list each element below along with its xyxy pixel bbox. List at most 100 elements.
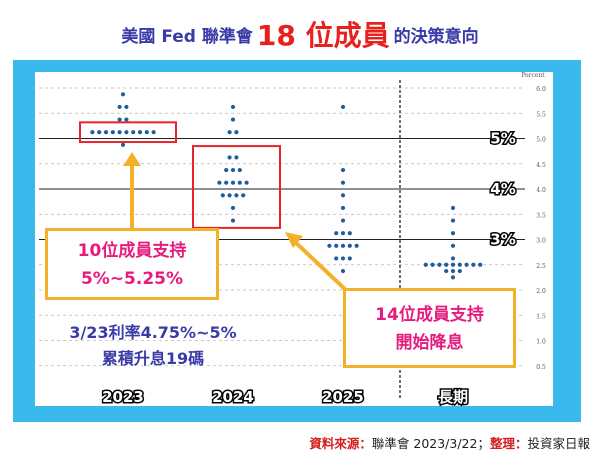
callout-2023-line1: 10位成員支持: [77, 241, 187, 261]
dot: [340, 231, 346, 236]
callout-2023: 10位成員支持 5%~5.25%: [45, 228, 219, 300]
dot: [457, 268, 462, 274]
arrow-head-2024: [285, 232, 303, 248]
compiler-label: 整理：: [489, 436, 528, 451]
arrow-shaft-2024: [291, 238, 350, 294]
dot: [450, 243, 456, 248]
dot: [227, 155, 232, 160]
y-tick-label: 0.5: [536, 364, 546, 371]
dot: [230, 205, 236, 211]
highlight-box-2023: [79, 121, 177, 144]
dot: [340, 205, 346, 211]
y-tick-label: 5.0: [536, 137, 546, 144]
dot: [234, 130, 239, 135]
rate-note-line1: 3/23利率4.75%~5%: [69, 323, 237, 342]
y-tick-label: 1.0: [536, 339, 546, 346]
dot: [464, 262, 469, 267]
callout-2024: 14位成員支持 開始降息: [343, 288, 516, 368]
source-text: 聯準會 2023/3/22；: [371, 436, 490, 451]
dot: [437, 262, 442, 267]
y-tick-label: 1.5: [536, 313, 546, 320]
callout-2023-line2: 5%~5.25%: [80, 269, 184, 289]
dot: [234, 155, 239, 160]
x-category-label: 2023: [102, 388, 144, 406]
rate-note-line2: 累積升息19碼: [101, 349, 205, 368]
dot: [471, 262, 476, 267]
arrow-head-2023: [123, 152, 141, 166]
rate-note: 3/23利率4.75%~5% 累積升息19碼: [38, 320, 268, 372]
callout-2024-line2: 開始降息: [395, 333, 464, 353]
dot: [117, 117, 122, 122]
dot: [450, 231, 456, 236]
dot: [450, 268, 456, 274]
dot: [230, 167, 236, 173]
y-tick-label: 3.0: [536, 238, 546, 245]
dot: [423, 262, 428, 267]
dot: [124, 117, 129, 122]
dot: [340, 167, 346, 173]
dot: [347, 256, 352, 261]
dot: [220, 193, 225, 198]
dot: [230, 218, 236, 223]
dot: [354, 243, 359, 248]
compiler-text: 投資家日報: [527, 436, 590, 451]
dot: [340, 256, 346, 261]
dot: [227, 130, 232, 135]
dot: [110, 130, 115, 135]
dot: [227, 193, 232, 198]
chart-frame: 6.0 5.5 5.0 4.5 4.0 3.5 3.0 2.5 2.0 1.5 1.0 0.5 Perc…: [13, 60, 581, 422]
y-tick-label: 6.0: [536, 86, 546, 93]
dot: [120, 142, 126, 147]
dot: [450, 205, 456, 211]
dot: [340, 193, 346, 198]
dot: [124, 130, 129, 135]
dot: [230, 180, 236, 185]
dot: [117, 130, 122, 135]
dot: [430, 262, 435, 267]
dot: [217, 180, 222, 185]
title-suffix: 的決策意向: [393, 27, 479, 47]
dot: [450, 218, 456, 223]
level-label: 5%: [490, 130, 515, 148]
y-tick-label: 2.5: [536, 263, 546, 270]
dot: [97, 130, 102, 135]
dot: [450, 275, 456, 280]
dot: [340, 268, 346, 274]
y-tick-label: 3.5: [536, 212, 546, 219]
dot: [224, 180, 229, 185]
y-tick-label: 4.0: [536, 187, 546, 194]
dot: [334, 256, 339, 261]
dot: [478, 262, 483, 267]
dot: [241, 193, 246, 198]
dot: [327, 243, 332, 248]
level-label: 4%: [490, 180, 515, 198]
dot: [90, 130, 95, 135]
source-label: 資料來源：: [309, 436, 372, 451]
y-tick-label: 4.5: [536, 162, 546, 169]
dot: [334, 231, 339, 236]
dot: [237, 180, 242, 185]
y-axis-label: Percent: [521, 72, 545, 79]
x-category-label: 2024: [212, 388, 254, 406]
dot: [450, 262, 456, 267]
highlight-box-2024: [192, 145, 281, 229]
source-line: 資料來源：聯準會 2023/3/22；整理：投資家日報: [260, 433, 590, 452]
x-category-label: 長期: [438, 388, 468, 406]
dot: [144, 130, 149, 135]
callout-2024-line1: 14位成員支持: [375, 305, 484, 325]
title-prefix: 美國 Fed 聯準會: [121, 27, 253, 47]
dot: [117, 104, 122, 110]
dot: [444, 268, 449, 274]
dot: [120, 92, 126, 97]
x-category-label: 2025: [322, 388, 364, 406]
dot: [340, 218, 346, 223]
dot: [137, 130, 143, 135]
level-label: 3%: [490, 231, 515, 249]
dot: [230, 117, 236, 122]
dot: [124, 104, 129, 110]
dot: [237, 167, 242, 173]
dot: [230, 104, 236, 110]
dot: [457, 262, 462, 267]
y-tick-label: 5.5: [536, 111, 546, 118]
dot: [340, 243, 346, 248]
